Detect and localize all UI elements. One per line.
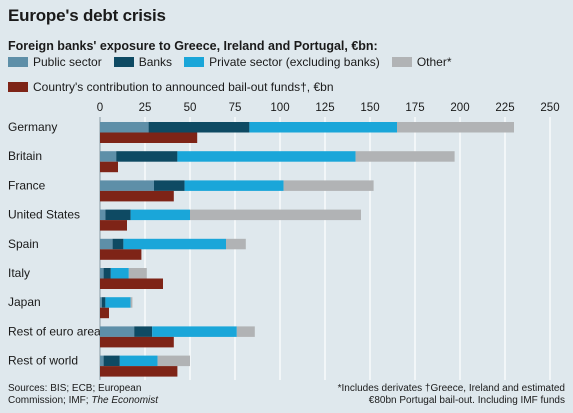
bar-japan-banks (101, 297, 106, 308)
x-tick-label-0: 0 (97, 102, 103, 114)
bar-germany-contribution (100, 132, 198, 143)
bar-britain-private-sector-excluding-banks- (177, 151, 356, 162)
category-label-italy: Italy (8, 266, 30, 280)
legend-label-public-sector: Public sector (33, 55, 102, 69)
footnote-line2: €80bn Portugal bail-out. Including IMF f… (368, 395, 565, 406)
legend-label-banks: Banks (138, 55, 173, 69)
category-label-spain: Spain (8, 237, 39, 251)
x-tick-label-225: 225 (495, 102, 514, 114)
bar-france-private-sector-excluding-banks- (184, 180, 284, 191)
bar-rest-of-euro-area-other- (236, 326, 255, 337)
x-tick-labels: 0 25 50 75 100 125 150 175 200 225 250 (97, 102, 560, 114)
bar-italy-private-sector-excluding-banks- (110, 268, 129, 279)
bar-united-states-other- (190, 209, 361, 221)
bar-japan-public-sector (100, 297, 102, 308)
bar-germany-banks (148, 122, 250, 133)
bar-spain-public-sector (100, 238, 113, 250)
bar-france-contribution (100, 190, 174, 202)
bar-france-public-sector (100, 180, 154, 191)
bar-united-states-private-sector-excluding-banks- (130, 209, 190, 221)
x-tick-label-200: 200 (450, 102, 469, 114)
legend-swatch-public-sector (8, 57, 28, 67)
legend-item-banks: Banks (113, 55, 173, 69)
bar-britain-other- (355, 151, 455, 162)
legend-contribution: Country's contribution to announced bail… (8, 80, 346, 94)
chart-title: Europe's debt crisis (8, 6, 166, 25)
bar-spain-contribution (100, 249, 142, 260)
bar-united-states-contribution (100, 220, 127, 231)
bar-rest-of-euro-area-public-sector (100, 326, 135, 337)
bar-rest-of-world-public-sector (100, 355, 104, 367)
legend-item-other: Other* (391, 55, 452, 69)
bar-rest-of-euro-area-private-sector-excluding-banks- (152, 326, 237, 337)
category-label-britain: Britain (8, 149, 42, 163)
category-label-rest-of-world: Rest of world (8, 354, 78, 368)
bar-spain-banks (112, 238, 124, 250)
bar-italy-banks (103, 268, 111, 279)
sources-italic: The Economist (91, 395, 159, 406)
bar-germany-private-sector-excluding-banks- (249, 122, 397, 133)
footnote-line1: *Includes derivates †Greece, Ireland and… (337, 383, 565, 394)
bars (100, 122, 514, 377)
legend-swatch-contribution (8, 82, 28, 92)
bar-united-states-public-sector (100, 209, 106, 221)
bar-rest-of-world-banks (103, 355, 120, 367)
legend-swatch-banks (113, 57, 134, 67)
legend-item-private-sector: Private sector (excluding banks) (184, 55, 380, 69)
legend-exposure: Public sector Banks Private sector (excl… (8, 55, 464, 69)
bar-rest-of-world-contribution (100, 366, 178, 377)
x-tick-label-75: 75 (229, 102, 242, 114)
bar-spain-other- (226, 238, 246, 250)
bar-italy-public-sector (100, 268, 104, 279)
legend-item-public-sector: Public sector (8, 55, 102, 69)
bar-britain-contribution (100, 161, 118, 173)
category-label-rest-of-euro-area: Rest of euro area (8, 324, 101, 338)
x-tick-label-250: 250 (540, 102, 559, 114)
bar-rest-of-euro-area-contribution (100, 336, 174, 348)
category-label-france: France (8, 178, 46, 192)
category-labels: Germany Britain France United States Spain It… (8, 120, 101, 368)
category-label-germany: Germany (8, 120, 57, 134)
category-label-japan: Japan (8, 295, 41, 309)
bar-britain-public-sector (100, 151, 117, 162)
legend-label-other: Other* (416, 55, 452, 69)
sources-line1: Sources: BIS; ECB; European (8, 383, 142, 394)
bar-germany-public-sector (100, 122, 149, 133)
bar-italy-other- (128, 268, 147, 279)
sources-line2: Commission; IMF; (8, 395, 89, 406)
legend-label-private-sector: Private sector (excluding banks) (209, 55, 380, 69)
x-tick-label-50: 50 (184, 102, 197, 114)
bar-japan-contribution (100, 307, 109, 319)
bar-france-other- (283, 180, 374, 191)
legend-item-contribution: Country's contribution to announced bail… (8, 80, 334, 94)
x-tick-label-150: 150 (360, 102, 379, 114)
bar-britain-banks (116, 151, 178, 162)
legend-swatch-private-sector (184, 57, 205, 67)
bar-germany-other- (397, 122, 514, 133)
bar-united-states-banks (105, 209, 131, 221)
chart-subtitle: Foreign banks' exposure to Greece, Irela… (8, 39, 378, 53)
x-tick-label-100: 100 (270, 102, 289, 114)
bar-france-banks (154, 180, 185, 191)
x-tick-label-125: 125 (315, 102, 334, 114)
sources-note: Sources: BIS; ECB; European Commission; … (8, 383, 188, 407)
bar-rest-of-world-other- (157, 355, 190, 367)
x-tick-label-25: 25 (139, 102, 152, 114)
bar-japan-private-sector-excluding-banks- (105, 297, 131, 308)
bar-rest-of-world-private-sector-excluding-banks- (119, 355, 158, 367)
legend-swatch-other (391, 57, 412, 67)
bar-italy-contribution (100, 278, 163, 289)
bar-japan-other- (130, 297, 133, 308)
category-label-united-states: United States (8, 208, 80, 222)
x-tick-label-175: 175 (405, 102, 424, 114)
footnotes: *Includes derivates †Greece, Ireland and… (265, 383, 565, 407)
legend-label-contribution: Country's contribution to announced bail… (33, 80, 334, 94)
bar-rest-of-euro-area-banks (134, 326, 153, 337)
bar-spain-private-sector-excluding-banks- (123, 238, 226, 250)
